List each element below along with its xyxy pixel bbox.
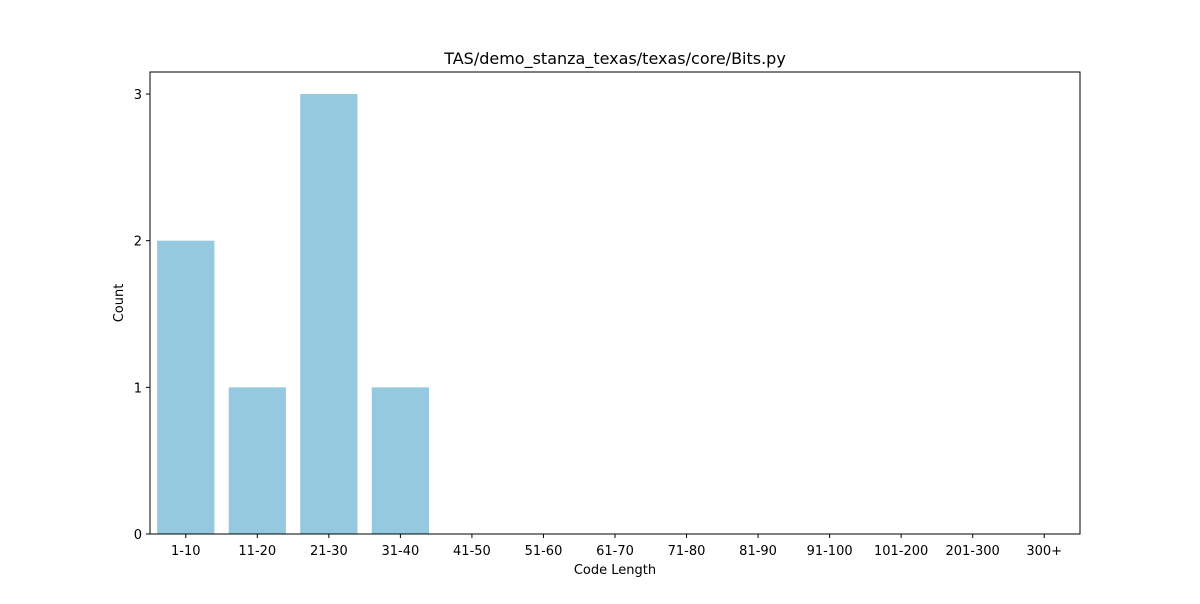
x-tick-label: 91-100 <box>807 544 853 559</box>
x-tick-label: 21-30 <box>310 544 348 559</box>
x-tick-label: 201-300 <box>946 544 1000 559</box>
bar-31-40 <box>371 387 429 534</box>
bar-11-20 <box>228 387 286 534</box>
x-tick-label: 81-90 <box>739 544 777 559</box>
x-tick-label: 61-70 <box>596 544 634 559</box>
x-tick-label: 41-50 <box>453 544 491 559</box>
y-axis-label: Count <box>112 284 127 323</box>
x-tick-label: 51-60 <box>525 544 563 559</box>
x-tick-label: 71-80 <box>668 544 706 559</box>
bar-1-10 <box>157 240 215 534</box>
bars-layer <box>157 94 429 534</box>
y-tick-label: 0 <box>134 528 142 543</box>
x-tick-label: 31-40 <box>381 544 419 559</box>
x-axis: 1-10 11-20 21-30 31-40 41-50 51-60 61-70 71-80 8… <box>171 534 1062 559</box>
chart-title: TAS/demo_stanza_texas/texas/core/Bits.py <box>443 49 786 69</box>
y-tick-label: 2 <box>134 235 142 250</box>
y-axis: 0 1 2 3 <box>134 88 150 543</box>
y-tick-label: 3 <box>134 88 142 103</box>
x-tick-label: 101-200 <box>874 544 928 559</box>
bar-21-30 <box>300 94 358 534</box>
y-tick-label: 1 <box>134 381 142 396</box>
x-tick-label: 11-20 <box>238 544 276 559</box>
x-tick-label: 300+ <box>1026 544 1062 559</box>
x-tick-label: 1-10 <box>171 544 201 559</box>
x-axis-label: Code Length <box>574 563 656 578</box>
